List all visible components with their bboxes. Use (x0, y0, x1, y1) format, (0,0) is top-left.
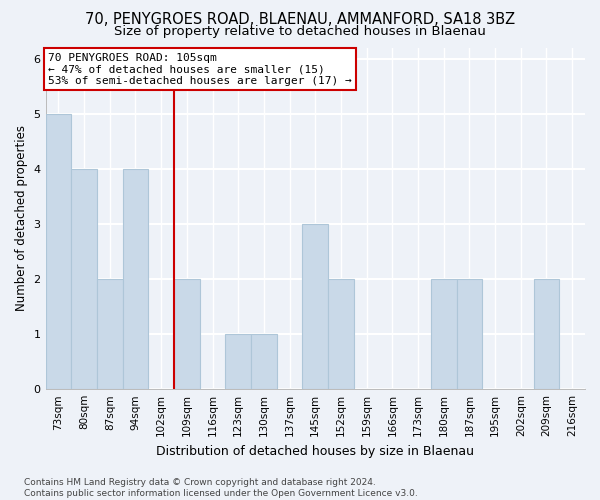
Bar (533, 279, 559, 389)
Bar (174, 279, 200, 389)
Bar (251, 334, 277, 389)
Bar (71, 168, 97, 389)
X-axis label: Distribution of detached houses by size in Blaenau: Distribution of detached houses by size … (156, 444, 474, 458)
Bar (46, 114, 71, 389)
Text: 70, PENYGROES ROAD, BLAENAU, AMMANFORD, SA18 3BZ: 70, PENYGROES ROAD, BLAENAU, AMMANFORD, … (85, 12, 515, 28)
Bar (226, 334, 251, 389)
Bar (122, 168, 148, 389)
Bar (431, 279, 457, 389)
Text: 70 PENYGROES ROAD: 105sqm
← 47% of detached houses are smaller (15)
53% of semi-: 70 PENYGROES ROAD: 105sqm ← 47% of detac… (48, 52, 352, 86)
Y-axis label: Number of detached properties: Number of detached properties (15, 126, 28, 312)
Bar (457, 279, 482, 389)
Bar (328, 279, 354, 389)
Text: Size of property relative to detached houses in Blaenau: Size of property relative to detached ho… (114, 25, 486, 38)
Bar (97, 279, 122, 389)
Bar (302, 224, 328, 389)
Text: Contains HM Land Registry data © Crown copyright and database right 2024.
Contai: Contains HM Land Registry data © Crown c… (24, 478, 418, 498)
